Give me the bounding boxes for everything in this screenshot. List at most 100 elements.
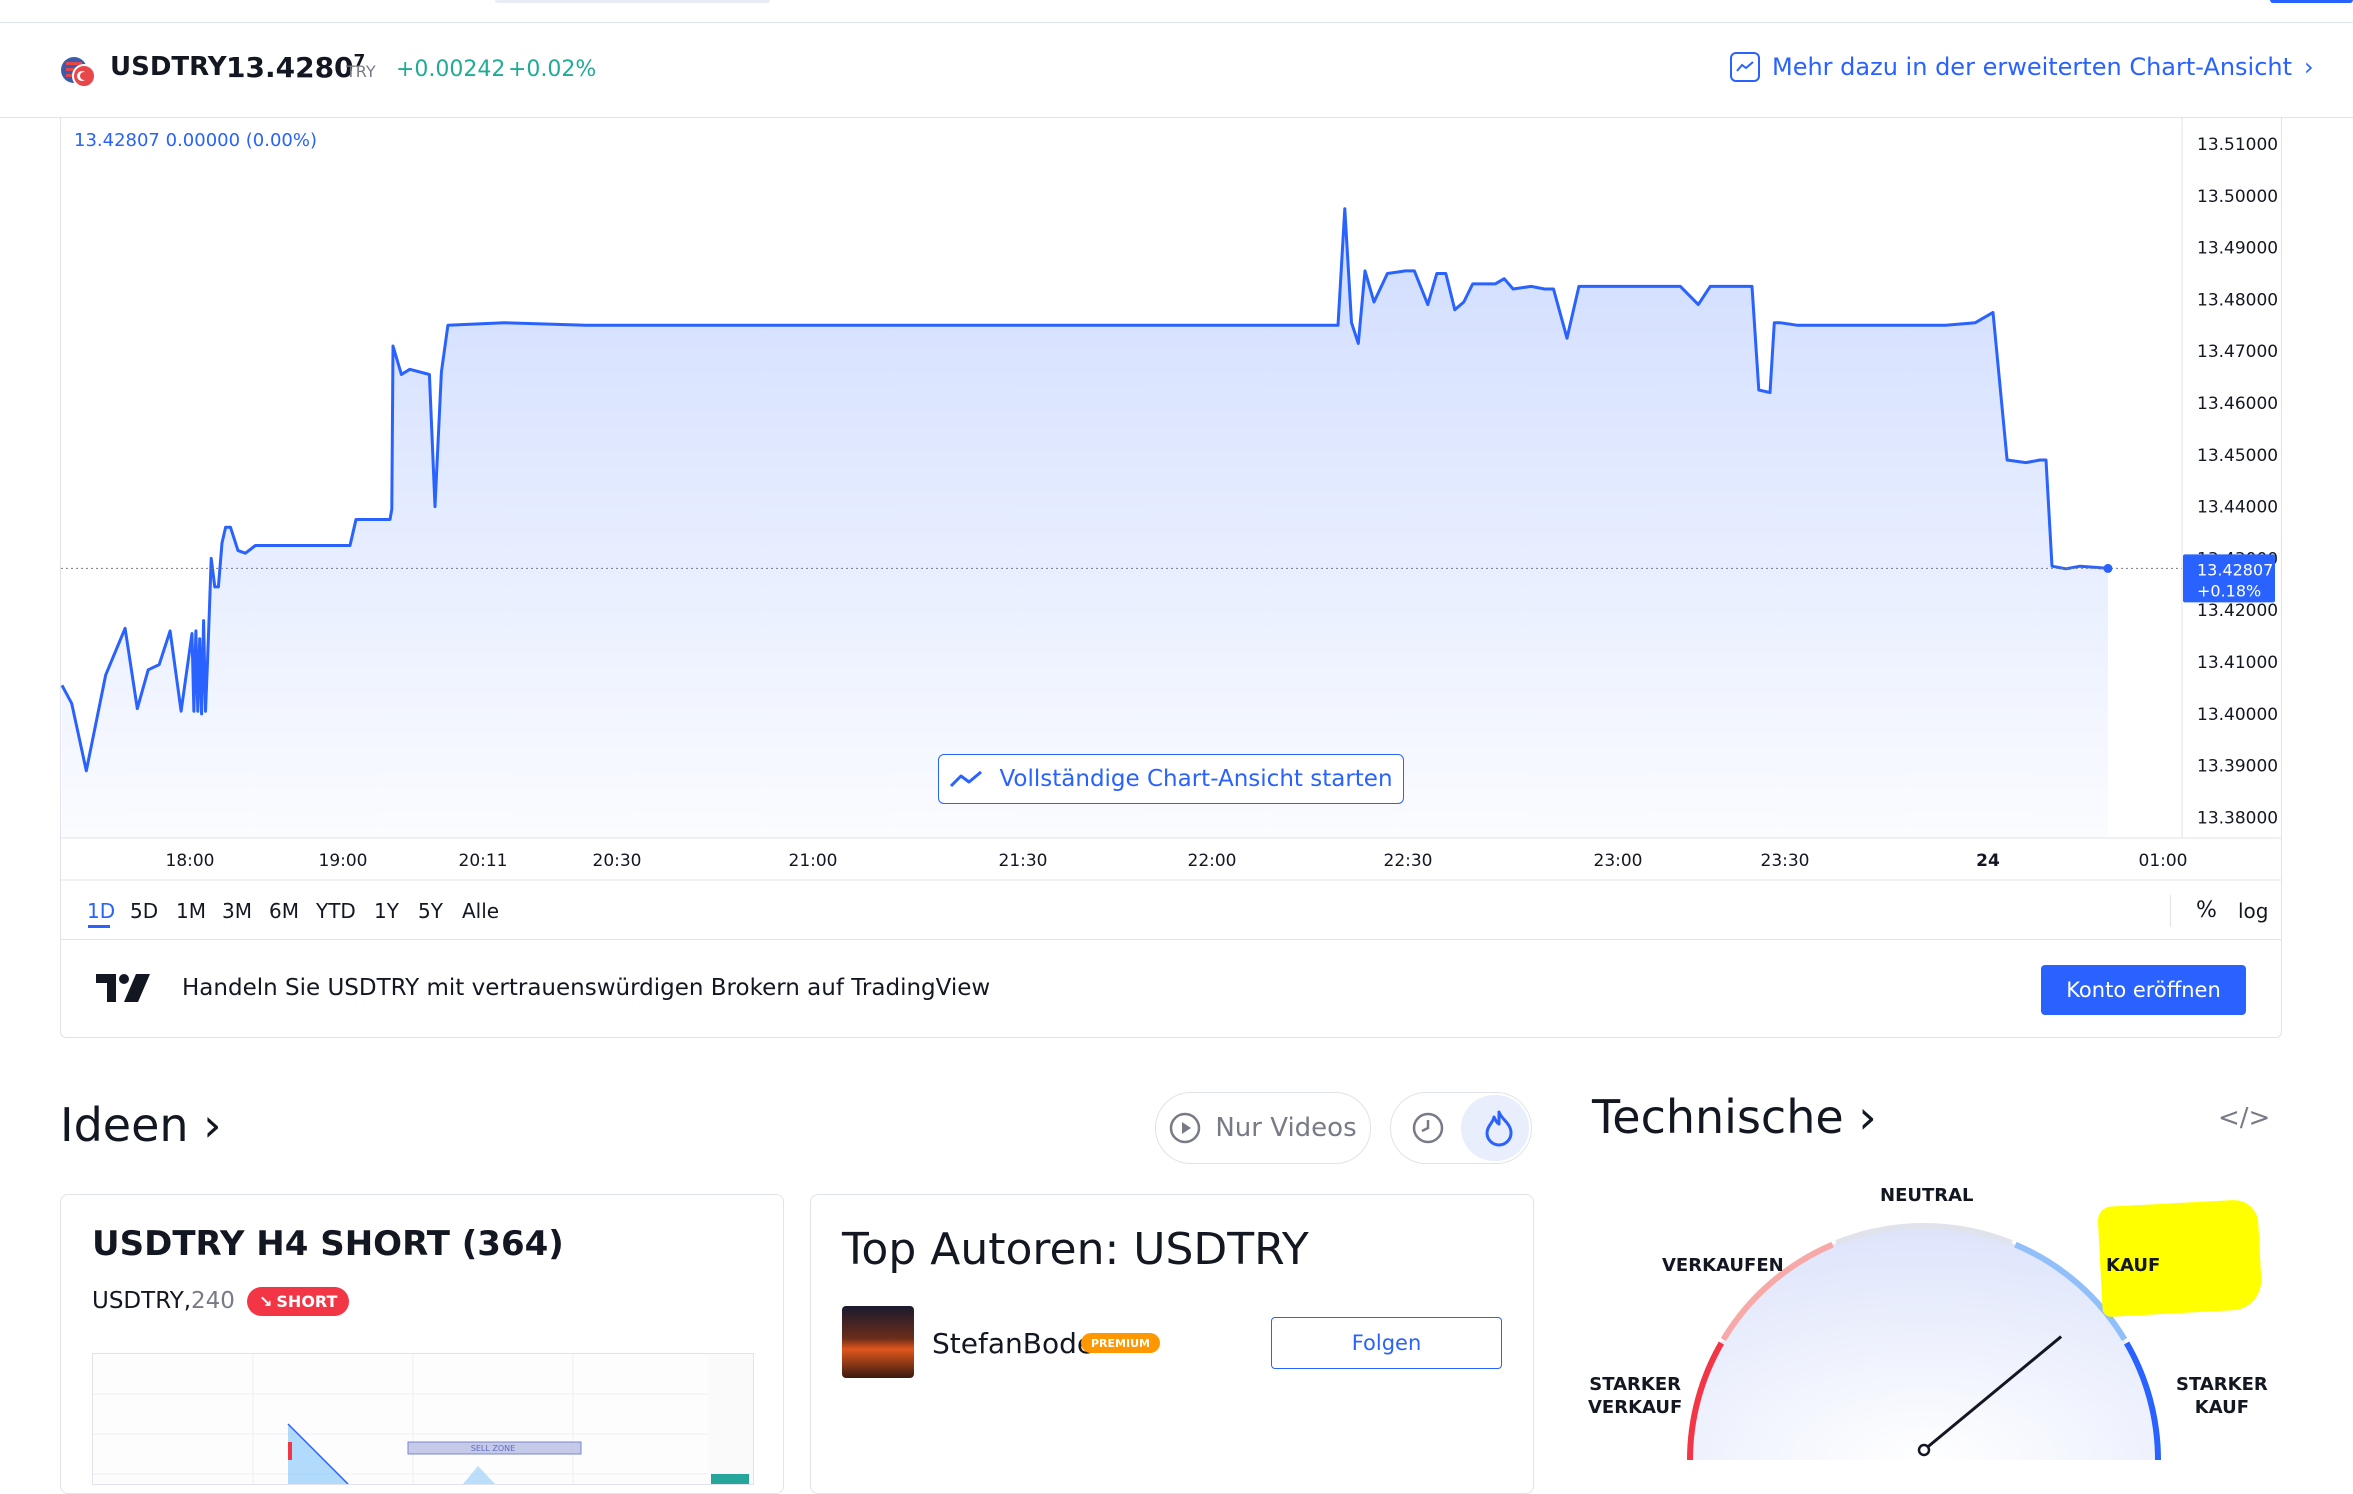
full-chart-button-label: Vollständige Chart-Ansicht starten [999,766,1393,792]
advanced-chart-link[interactable]: Mehr dazu in der erweiterten Chart-Ansic… [1730,52,2314,82]
time-axis-tick: 23:00 [1594,851,1643,871]
trend-line-icon [950,770,983,788]
plot-area [60,207,2182,838]
sort-toggle[interactable] [1390,1092,1532,1164]
gauge-label-strong-sell: STARKER VERKAUF [1588,1374,1683,1418]
short-badge: ↘ SHORT [247,1287,350,1316]
flame-icon[interactable] [1481,1109,1517,1151]
price-change-percent: +0.02% [508,57,597,82]
chart-legend: 13.42807 0.00000 (0.00%) [74,130,317,151]
price-axis-tick: 13.41000 [2197,653,2278,673]
technicals-heading[interactable]: Technische › [1592,1090,1877,1144]
top-divider [0,22,2353,23]
timeframe-1m[interactable]: 1M [176,899,206,923]
time-axis-tick: 21:30 [999,851,1048,871]
embed-code-icon[interactable]: </> [2218,1103,2271,1133]
timeframe-5d[interactable]: 5D [130,899,159,923]
time-axis-tick: 21:00 [789,851,838,871]
log-scale-toggle[interactable]: log [2238,899,2269,923]
gauge-label-buy: KAUF [2106,1255,2161,1276]
price-axis-tick: 13.45000 [2197,446,2278,466]
time-axis-tick: 01:00 [2139,851,2188,871]
top-button-edge[interactable] [2270,0,2353,3]
idea-thumbnail[interactable]: SELL ZONE [92,1353,754,1485]
gauge-label-strong-buy: STARKER KAUF [2176,1374,2268,1418]
chart-icon [1730,52,1760,82]
last-price-label [2183,554,2275,603]
only-videos-label: Nur Videos [1215,1113,1357,1143]
author-avatar[interactable] [842,1306,914,1378]
idea-symbol[interactable]: USDTRY, [92,1288,192,1314]
top-tab-indicator [495,0,770,3]
ideas-heading[interactable]: Ideen › [60,1098,222,1152]
timeframe-all[interactable]: Alle [462,899,500,923]
usd-try-flag-icon [60,54,96,90]
price-axis-tick: 13.40000 [2197,705,2278,725]
full-chart-button[interactable]: Vollständige Chart-Ansicht starten [938,754,1404,804]
gauge-arc-strong-buy [2124,1341,2161,1461]
advanced-chart-link-label: Mehr dazu in der erweiterten Chart-Ansic… [1772,53,2293,81]
broker-divider [61,939,2281,940]
gauge-arc-strong-sell [1687,1341,1724,1461]
only-videos-button[interactable]: Nur Videos [1155,1092,1371,1164]
legend-change: 0.00000 (0.00%) [165,130,318,151]
time-axis-tick: 19:00 [319,851,368,871]
timeframe-3m[interactable]: 3M [222,899,252,923]
price-change: +0.00242 [396,57,506,82]
time-axis-tick: 22:00 [1188,851,1237,871]
time-axis-tick: 24 [1976,851,2000,871]
percent-scale-toggle[interactable]: % [2196,898,2217,923]
time-axis-tick: 18:00 [166,851,215,871]
header-divider [0,117,2353,118]
timeframe-5y[interactable]: 5Y [418,899,443,923]
time-axis-tick: 23:30 [1761,851,1810,871]
price-line [60,207,2109,773]
top-authors-card [810,1194,1534,1494]
top-authors-title: Top Autoren: USDTRY [842,1224,1309,1275]
gauge-label-neutral: NEUTRAL [1880,1185,1974,1206]
gauge-arc-sell [1720,1241,1834,1342]
arrow-down-right-icon: ↘ [259,1292,273,1311]
open-account-button[interactable]: Konto eröffnen [2041,965,2246,1015]
price-axis-tick: 13.50000 [2197,187,2278,207]
scale-divider [2170,895,2171,927]
time-axis-tick: 20:30 [593,851,642,871]
author-name[interactable]: StefanBode [932,1327,1095,1360]
timeframe-ytd[interactable]: YTD [316,899,356,923]
price-chart[interactable]: 13.51000 13.50000 13.49000 13.48000 13.47000… [0,0,2353,890]
price-axis-tick: 13.48000 [2197,290,2278,310]
short-badge-label: SHORT [276,1292,338,1311]
last-price: 13.42807 [226,51,366,84]
time-axis-tick: 20:11 [459,851,508,871]
broker-promo-text: Handeln Sie USDTRY mit vertrauenswürdige… [182,975,991,1001]
timeframe-1y[interactable]: 1Y [374,899,399,923]
play-icon [1170,1112,1201,1144]
gauge-arc-neutral [1835,1223,2013,1246]
price-axis-tick: 13.44000 [2197,498,2278,518]
time-axis-tick: 22:30 [1384,851,1433,871]
sort-toggle-active [1461,1095,1529,1161]
premium-badge: PREMIUM [1081,1333,1160,1353]
sell-zone-label: SELL ZONE [471,1444,515,1453]
price-axis-tick: 13.46000 [2197,394,2278,414]
currency-label: TRY [346,62,376,81]
price-area [62,208,2108,838]
timeframe-1d[interactable]: 1D [87,899,116,923]
timeframe-6m[interactable]: 6M [269,899,299,923]
technical-gauge [1687,1223,2161,1461]
price-axis-tick: 13.39000 [2197,757,2278,777]
tradingview-logo-icon [96,970,152,1006]
gauge-pivot [1917,1443,1931,1457]
time-axis: 18:00 19:00 20:11 20:30 21:00 21:30 22:00 22:30… [61,837,2282,881]
price-axis: 13.51000 13.50000 13.49000 13.48000 13.47000… [2181,118,2278,838]
last-price-dot [2103,563,2113,573]
gauge-arc-buy [2014,1241,2128,1342]
symbol-name: USDTRY [110,52,227,82]
price-axis-tick: 13.38000 [2197,808,2278,828]
clock-icon[interactable] [1411,1111,1445,1149]
idea-title[interactable]: USDTRY H4 SHORT (364) [92,1224,564,1264]
chevron-right-icon: › [2304,53,2314,81]
follow-button[interactable]: Folgen [1271,1317,1502,1369]
price-axis-tick: 13.51000 [2197,135,2278,155]
price-axis-tick: 13.47000 [2197,342,2278,362]
